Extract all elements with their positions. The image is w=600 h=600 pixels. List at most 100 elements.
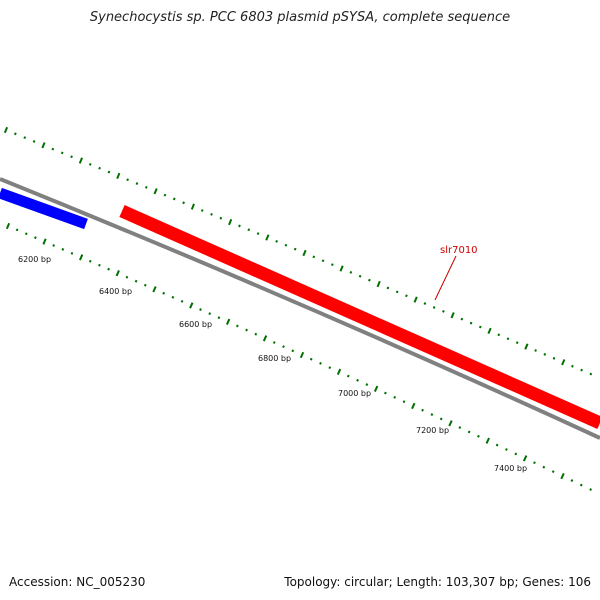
minor-tick bbox=[534, 349, 537, 352]
major-tick bbox=[153, 188, 158, 195]
minor-tick bbox=[199, 308, 202, 311]
minor-tick bbox=[356, 378, 359, 382]
minor-tick bbox=[247, 228, 251, 232]
major-tick bbox=[448, 420, 453, 427]
minor-tick bbox=[580, 368, 583, 372]
minor-tick bbox=[579, 483, 583, 487]
minor-tick bbox=[514, 452, 518, 456]
minor-tick bbox=[469, 321, 473, 325]
gene-label-slr7010: slr7010 bbox=[440, 245, 478, 256]
minor-tick bbox=[180, 299, 184, 303]
major-tick bbox=[413, 296, 418, 303]
minor-tick bbox=[23, 136, 27, 140]
minor-tick bbox=[70, 155, 73, 159]
minor-tick bbox=[14, 132, 17, 136]
minor-tick bbox=[70, 251, 74, 255]
minor-tick bbox=[497, 333, 501, 337]
sequence-summary: Topology: circular; Length: 103,307 bp; … bbox=[284, 575, 591, 589]
minor-tick bbox=[98, 263, 101, 267]
minor-tick bbox=[551, 470, 555, 474]
tick-label: 7000 bp bbox=[338, 389, 371, 398]
minor-tick bbox=[533, 461, 536, 465]
major-tick bbox=[152, 286, 157, 293]
major-tick bbox=[376, 280, 381, 288]
minor-tick bbox=[402, 400, 406, 404]
major-tick bbox=[79, 254, 84, 261]
minor-tick bbox=[330, 263, 334, 267]
minor-tick bbox=[135, 182, 139, 185]
minor-tick bbox=[506, 337, 510, 341]
minor-tick bbox=[219, 216, 223, 220]
minor-tick bbox=[235, 324, 239, 328]
minor-tick bbox=[15, 228, 19, 232]
gene-label-leader bbox=[434, 255, 457, 301]
major-tick bbox=[561, 359, 566, 366]
major-tick bbox=[339, 265, 344, 272]
minor-tick bbox=[458, 426, 462, 430]
minor-tick bbox=[126, 178, 129, 182]
major-tick bbox=[373, 385, 379, 392]
minor-tick bbox=[570, 479, 574, 482]
minor-tick bbox=[552, 356, 556, 360]
major-tick bbox=[450, 312, 455, 319]
major-tick bbox=[3, 126, 9, 134]
minor-tick bbox=[421, 408, 424, 412]
major-tick bbox=[265, 234, 270, 241]
minor-tick bbox=[505, 448, 508, 451]
major-tick bbox=[190, 203, 195, 210]
minor-tick bbox=[589, 488, 593, 491]
minor-tick bbox=[171, 295, 175, 299]
minor-tick bbox=[245, 328, 248, 332]
minor-tick bbox=[107, 170, 111, 174]
minor-tick bbox=[346, 374, 350, 378]
minor-tick bbox=[368, 278, 371, 282]
minor-tick bbox=[293, 247, 297, 251]
minor-tick bbox=[542, 465, 546, 469]
major-tick bbox=[41, 142, 46, 149]
minor-tick bbox=[328, 366, 332, 370]
minor-tick bbox=[88, 259, 92, 263]
minor-tick bbox=[423, 302, 427, 305]
tick-label: 6200 bp bbox=[18, 255, 51, 264]
minor-tick bbox=[495, 443, 499, 447]
major-tick bbox=[524, 343, 529, 350]
minor-tick bbox=[238, 224, 241, 228]
minor-tick bbox=[442, 309, 445, 313]
tick-label: 6600 bp bbox=[179, 320, 212, 329]
minor-tick bbox=[543, 353, 547, 356]
minor-tick bbox=[515, 341, 519, 345]
minor-tick bbox=[272, 341, 276, 344]
outer-tick-ring bbox=[3, 126, 593, 376]
minor-tick bbox=[275, 239, 278, 243]
gene-reverse-blue bbox=[0, 187, 88, 230]
minor-tick bbox=[439, 417, 443, 421]
minor-tick bbox=[98, 166, 101, 170]
minor-tick bbox=[88, 162, 92, 166]
major-tick bbox=[78, 157, 83, 164]
tick-label: 6800 bp bbox=[258, 354, 291, 363]
major-tick bbox=[225, 318, 231, 325]
minor-tick bbox=[284, 243, 288, 247]
minor-tick bbox=[309, 357, 313, 361]
minor-tick bbox=[467, 430, 471, 434]
minor-tick bbox=[477, 434, 480, 438]
minor-tick bbox=[321, 259, 325, 263]
major-tick bbox=[411, 402, 416, 410]
minor-tick bbox=[319, 361, 322, 365]
minor-tick bbox=[349, 270, 353, 274]
minor-tick bbox=[395, 290, 399, 294]
minor-tick bbox=[405, 294, 408, 298]
major-tick bbox=[115, 270, 120, 277]
major-tick bbox=[5, 222, 11, 230]
minor-tick bbox=[358, 274, 362, 278]
minor-tick bbox=[291, 349, 295, 353]
gene-slr7010 bbox=[119, 205, 600, 429]
major-tick bbox=[487, 327, 492, 335]
minor-tick bbox=[282, 345, 285, 349]
minor-tick bbox=[254, 332, 258, 336]
tick-label: 6400 bp bbox=[99, 287, 132, 296]
major-tick bbox=[485, 437, 490, 444]
minor-tick bbox=[34, 236, 37, 240]
minor-tick bbox=[460, 317, 464, 321]
